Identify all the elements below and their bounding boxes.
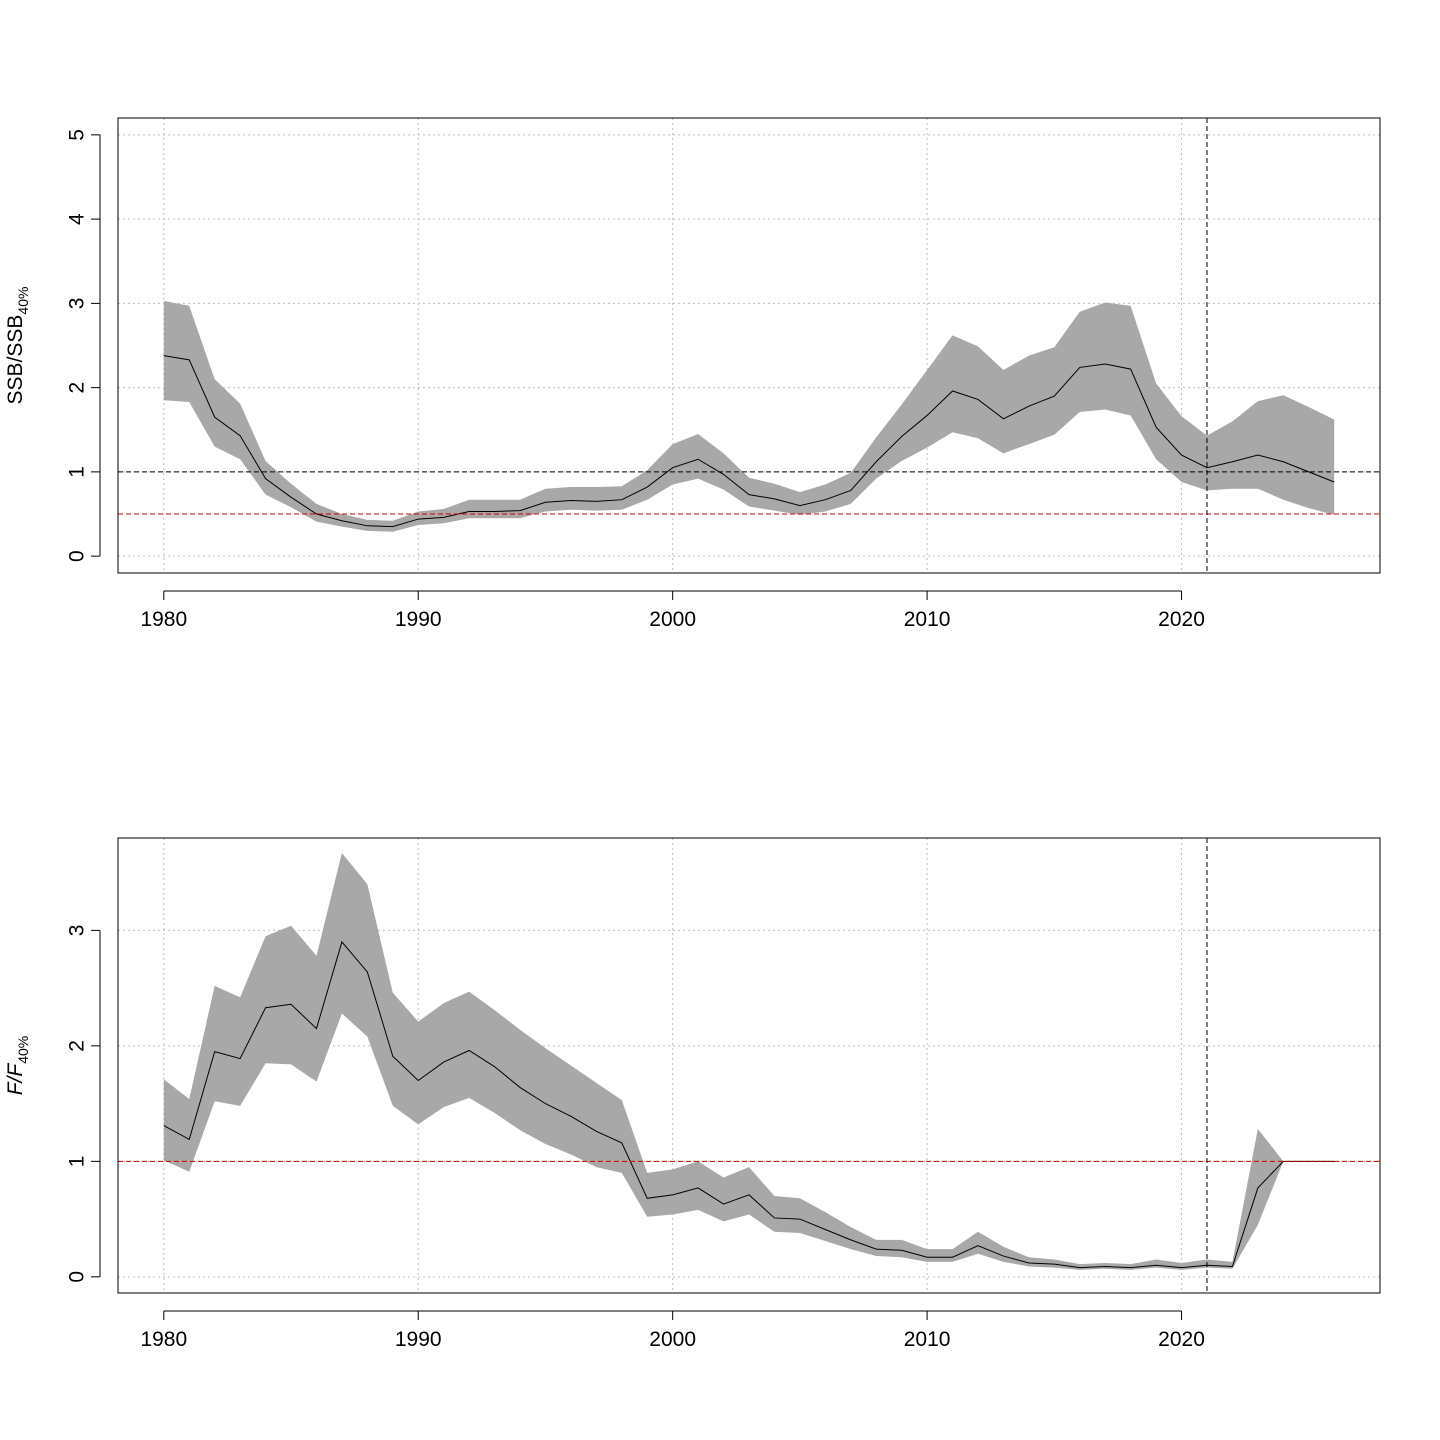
ssb-ratio-panel: 1980 1990 2000 2010 2020 0 1 2 3 4 5 SSB/SSB40% [4, 117, 1381, 631]
f-ratio-panel: 1980 1990 2000 2010 2020 0 1 2 3 F/F40% [4, 837, 1381, 1351]
ssb-reference-lines [118, 118, 1380, 573]
f-plot-frame [117, 837, 1381, 1294]
ssb-y-axis-label-main: SSB/SSB [4, 315, 27, 405]
ssb-plot-frame [117, 117, 1381, 574]
ssb-y-tick-label-5: 5 [66, 129, 89, 141]
ssb-band-layer [163, 300, 1335, 532]
f-median-line [163, 940, 1335, 1269]
f-y-tick-label-2: 2 [66, 1040, 89, 1052]
f-axes: 1980 1990 2000 2010 2020 0 1 2 3 [66, 925, 1205, 1351]
f-x-tick-label-2010: 2010 [904, 1328, 951, 1351]
ssb-y-axis-label: SSB/SSB40% [4, 287, 31, 405]
ssb-axes: 1980 1990 2000 2010 2020 0 1 2 3 4 5 [66, 129, 1205, 631]
f-x-tick-label-2000: 2000 [649, 1328, 696, 1351]
f-x-tick-label-1980: 1980 [140, 1328, 187, 1351]
f-y-axis-label-sub: 40% [15, 1036, 31, 1064]
f-y-tick-label-1: 1 [66, 1156, 89, 1168]
ssb-confidence-band [163, 300, 1335, 532]
ssb-median-line [163, 355, 1335, 528]
f-y-tick-label-0: 0 [66, 1271, 89, 1283]
ssb-y-tick-label-1: 1 [66, 466, 89, 478]
f-x-tick-label-2020: 2020 [1158, 1328, 1205, 1351]
f-reference-lines [118, 838, 1380, 1293]
ssb-x-tick-label-2000: 2000 [649, 608, 696, 631]
f-y-axis-label-main: F/F [4, 1063, 27, 1096]
ssb-x-tick-label-1980: 1980 [140, 608, 187, 631]
f-line-layer [163, 940, 1335, 1269]
ssb-y-tick-label-0: 0 [66, 550, 89, 562]
ssb-y-tick-label-3: 3 [66, 298, 89, 310]
f-x-tick-label-1990: 1990 [395, 1328, 442, 1351]
ssb-x-tick-label-1990: 1990 [395, 608, 442, 631]
ssb-grid [118, 118, 1380, 573]
ssb-y-tick-label-4: 4 [66, 213, 89, 225]
ssb-y-axis-label-sub: 40% [15, 287, 31, 315]
ssb-x-tick-label-2010: 2010 [904, 608, 951, 631]
f-y-tick-label-3: 3 [66, 925, 89, 937]
ssb-x-tick-label-2020: 2020 [1158, 608, 1205, 631]
ssb-y-tick-label-2: 2 [66, 382, 89, 394]
ssb-line-layer [163, 355, 1335, 528]
f-y-axis-label: F/F40% [4, 1036, 31, 1096]
